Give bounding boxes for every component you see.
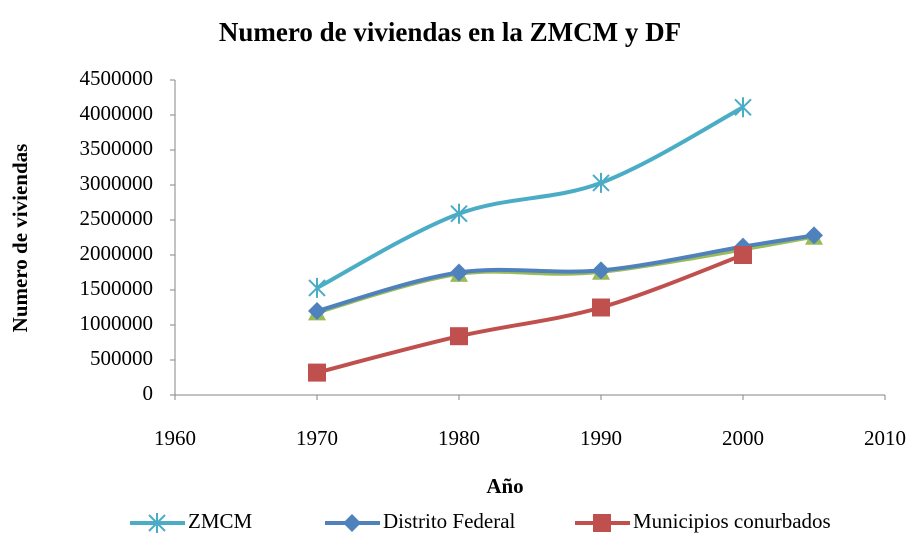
marker — [592, 261, 610, 280]
y-tick-label: 2500000 — [80, 206, 154, 230]
y-tick-label: 2000000 — [80, 241, 154, 265]
marker — [734, 246, 752, 264]
y-tick-label: 3500000 — [80, 136, 154, 160]
y-tick-label: 1500000 — [80, 276, 154, 300]
y-tick-label: 4000000 — [80, 101, 154, 125]
y-tick-label: 0 — [143, 381, 154, 405]
x-axis-label: Año — [486, 474, 523, 498]
marker — [450, 327, 468, 346]
x-tick-label: 1960 — [154, 426, 196, 450]
y-tick-label: 4500000 — [80, 66, 154, 90]
series-line — [316, 105, 744, 290]
marker — [734, 97, 752, 118]
legend-label: ZMCM — [188, 509, 253, 533]
series-line — [316, 253, 744, 375]
marker — [805, 226, 823, 245]
y-tick-label: 500000 — [90, 346, 153, 370]
x-tick-label: 1980 — [438, 426, 480, 450]
legend-label: Municipios conurbados — [633, 509, 831, 533]
marker — [450, 263, 468, 282]
x-tick-label: 2000 — [722, 426, 764, 450]
chart-title: Numero de viviendas en la ZMCM y DF — [219, 17, 681, 47]
legend-label: Distrito Federal — [383, 509, 516, 533]
marker — [450, 203, 468, 224]
marker — [308, 363, 326, 382]
x-tick-label: 1990 — [580, 426, 622, 450]
marker — [343, 514, 361, 532]
marker — [308, 302, 326, 320]
marker — [592, 172, 610, 193]
marker — [148, 513, 166, 533]
y-axis-label: Numero de viviendas — [8, 144, 32, 333]
marker — [592, 298, 610, 317]
marker — [308, 277, 326, 298]
x-tick-label: 2010 — [864, 426, 906, 450]
x-tick-label: 1970 — [296, 426, 338, 450]
marker — [593, 514, 611, 532]
y-tick-label: 3000000 — [80, 171, 154, 195]
y-tick-label: 1000000 — [80, 311, 154, 335]
